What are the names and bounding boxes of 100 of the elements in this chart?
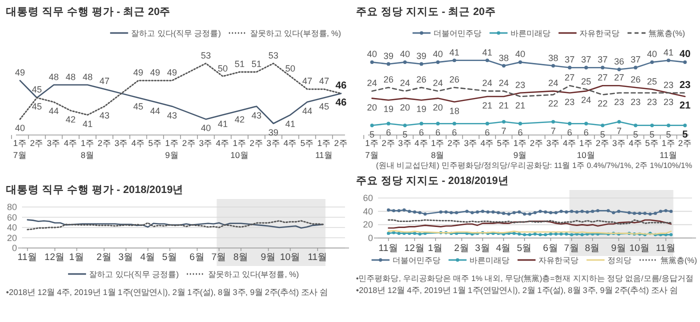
x-tick-label: 2주	[334, 138, 348, 148]
data-label: 24	[432, 78, 443, 88]
data-label: 27	[598, 72, 608, 83]
data-label: 20	[400, 102, 410, 112]
data-label: 44	[302, 106, 312, 116]
data-label: 18	[449, 106, 460, 116]
data-label: 23	[614, 96, 624, 107]
data-label: 39	[383, 50, 394, 61]
x-tick-label: 3주	[198, 138, 213, 148]
data-label: 25	[581, 76, 592, 86]
data-label: 23	[564, 96, 575, 107]
data-label: 21	[498, 100, 509, 110]
data-label: 37	[581, 54, 592, 65]
data-label: 41	[449, 47, 460, 58]
data-label: 26	[630, 74, 641, 84]
x-tick-label: 2주	[30, 138, 44, 148]
data-label: 5	[682, 129, 688, 140]
data-label: 49	[14, 68, 26, 78]
x-tick-label: 3월	[118, 252, 134, 263]
x-tick-label: 10월	[280, 252, 301, 263]
data-label: 49	[133, 68, 144, 78]
data-label: 24	[482, 78, 492, 88]
y-tick-label: 80	[6, 202, 17, 212]
x-tick-label: 1주 8월	[431, 138, 445, 160]
x-tick-label: 3주	[464, 138, 478, 148]
data-label: 53	[200, 50, 211, 60]
data-label: 23	[630, 96, 641, 107]
x-tick-label: 2주	[678, 138, 692, 148]
data-label: 23	[664, 80, 674, 90]
data-label: 41	[664, 47, 674, 58]
data-label: 42	[234, 114, 245, 125]
data-label: 46	[335, 80, 347, 92]
data-label: 23	[515, 80, 526, 90]
data-label: 51	[234, 58, 245, 69]
data-label: 6	[518, 128, 523, 138]
data-label: 5	[650, 129, 655, 140]
data-label: 40	[432, 49, 443, 60]
legend-label: 無黨층(%)	[648, 29, 686, 38]
data-label: 5	[369, 129, 375, 140]
x-tick-label: 4주	[628, 138, 642, 148]
x-tick-label: 3주	[398, 138, 412, 148]
x-tick-label: 9월	[611, 243, 626, 254]
x-tick-label: 3주	[114, 138, 128, 148]
data-label: 38	[548, 52, 558, 63]
x-tick-label: 2주	[448, 138, 462, 148]
data-label: 20	[432, 102, 443, 112]
x-tick-label: 10월	[629, 243, 650, 254]
data-label: 7	[501, 126, 506, 136]
data-label: 38	[498, 52, 509, 63]
data-label: 47	[99, 76, 110, 86]
legend-label: 잘못하고 있다(부정률, %)	[250, 29, 342, 38]
x-tick-label: 7월	[564, 243, 580, 254]
data-label: 43	[167, 110, 178, 120]
x-tick-label: 3주	[266, 138, 280, 148]
x-tick-label: 1주 9월	[165, 138, 179, 160]
data-label: 40	[679, 49, 691, 60]
y-tick-label: 40	[6, 222, 17, 232]
x-tick-label: 11월	[378, 243, 398, 254]
y-tick-label: 60	[6, 212, 17, 222]
data-label: 24	[366, 78, 378, 88]
data-label: 5	[666, 129, 672, 140]
chart-title: 대통령 직무 수행 평가 - 2018/2019년	[6, 184, 184, 196]
legend-label: 잘하고 있다(직무 긍정률)	[131, 29, 222, 38]
x-tick-label: 1주 7월	[13, 138, 27, 160]
x-tick-label: 3주	[546, 138, 560, 148]
data-label: 23	[647, 96, 658, 107]
x-tick-label: 2월	[454, 243, 470, 254]
data-label: 5	[402, 129, 408, 140]
data-label: 6	[567, 128, 572, 138]
chart-title: 주요 정당 지지도 - 최근 20주	[356, 6, 496, 18]
x-tick-label: 1월	[428, 243, 444, 254]
data-label: 40	[400, 49, 410, 60]
data-label: 48	[82, 72, 93, 82]
data-label: 26	[416, 74, 426, 84]
x-tick-label: 5주	[300, 138, 314, 148]
x-tick-label: 1주 10월	[230, 138, 249, 160]
data-label: 24	[581, 95, 592, 106]
data-label: 37	[564, 54, 575, 65]
x-tick-label: 4주	[414, 138, 428, 148]
x-tick-label: 4주	[64, 138, 78, 148]
x-tick-label: 4월	[496, 243, 512, 254]
legend-label: 자유한국당	[580, 29, 620, 38]
data-label: 5	[600, 129, 606, 140]
data-label: 26	[383, 74, 394, 84]
text: •2018년 12월 4주, 2019년 1월 1주(연말연시), 2월 1주(설), 8월 3주, 9월 2주(추석) 조사 쉼	[356, 286, 678, 295]
data-label: 40	[647, 49, 658, 60]
x-tick-label: 4월	[140, 252, 156, 263]
data-label: 6	[584, 128, 589, 138]
x-tick-label: 1주 8월	[80, 138, 94, 160]
legend-label: 자유한국당	[538, 256, 579, 265]
data-label: 50	[218, 63, 228, 74]
data-label: 22	[598, 98, 608, 109]
data-label: 7	[616, 126, 622, 136]
data-label: 41	[285, 118, 296, 129]
data-label: 22	[548, 98, 558, 109]
data-label: 48	[48, 72, 59, 82]
x-tick-label: 3주	[612, 138, 626, 148]
legend-label: 잘못하고 있다(부정률, %)	[208, 270, 300, 279]
data-label: 41	[82, 118, 93, 129]
x-tick-label: 6월	[190, 252, 205, 263]
